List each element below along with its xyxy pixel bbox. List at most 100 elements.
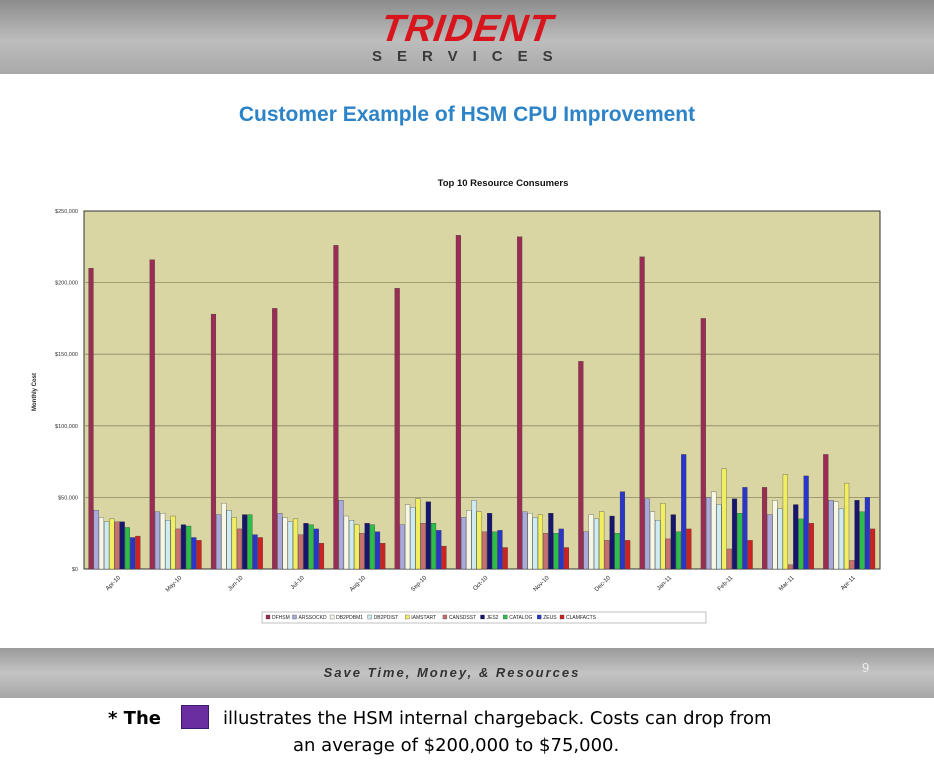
legend-label: JES2	[487, 615, 499, 621]
bar	[252, 534, 258, 570]
bar	[130, 537, 136, 570]
legend-label: DB2PDBM1	[336, 615, 363, 621]
bar	[124, 527, 130, 570]
bar	[838, 508, 844, 570]
bar	[292, 518, 299, 570]
bar	[98, 517, 104, 570]
bar	[803, 475, 809, 570]
bar	[154, 511, 160, 570]
bar	[257, 537, 263, 570]
bar	[318, 543, 325, 570]
slide-title: Customer Example of HSM CPU Improvement	[238, 103, 696, 126]
bar	[716, 504, 722, 570]
bar	[517, 236, 523, 570]
bar	[476, 511, 482, 570]
legend-label: IAMSTART	[411, 615, 436, 621]
bar	[593, 518, 600, 570]
bar	[236, 528, 243, 570]
legend-label: ZEUS	[543, 615, 557, 621]
legend-label: CLAMFACTS	[566, 615, 597, 621]
bar	[762, 487, 768, 570]
bar	[558, 528, 564, 570]
legend-swatch-icon	[180, 705, 209, 729]
legend-swatch	[559, 614, 565, 620]
bar	[466, 510, 472, 570]
bar	[527, 513, 533, 570]
x-tick-label: Oct-10	[472, 575, 489, 592]
legend-swatch	[537, 614, 542, 620]
x-tick-label: Apr-10	[105, 575, 122, 592]
bar	[338, 500, 344, 570]
bar	[502, 547, 508, 570]
bar	[793, 504, 799, 570]
x-tick-label: Dec-10	[594, 575, 612, 593]
bar	[374, 531, 381, 570]
bar	[481, 531, 487, 570]
page-number: 9	[862, 660, 870, 675]
bar	[242, 514, 248, 570]
bar	[226, 510, 232, 570]
slide-header: TRIDENT SERVICES	[0, 0, 934, 74]
bar	[665, 538, 671, 570]
slide-footer: Save Time, Money, & Resources 9	[0, 648, 934, 698]
bar	[737, 513, 743, 570]
legend-swatch	[442, 614, 448, 620]
bar	[135, 535, 141, 570]
legend-swatch	[265, 614, 271, 620]
note-line-1: illustrates the HSM internal chargeback.…	[222, 708, 772, 729]
bar	[639, 256, 645, 570]
bar	[583, 531, 589, 570]
legend-label: CATALOG	[509, 615, 532, 621]
legend: DFHSM ARSSOCKD DB2PDBM1 DB2PDIST IAMSTART CAN…	[261, 611, 707, 624]
bar	[788, 564, 794, 570]
legend-swatch	[367, 614, 372, 620]
bar	[394, 288, 400, 570]
y-tick-label: $200,000	[55, 281, 78, 287]
y-tick-label: $50,000	[58, 495, 78, 501]
bar	[272, 308, 278, 570]
bar	[777, 508, 783, 570]
bar	[864, 497, 870, 570]
y-axis-ticks: $0 $50,000 $100,000 $150,000 $200,000 $250,00…	[55, 209, 78, 573]
bar	[742, 487, 748, 570]
bar	[399, 524, 405, 570]
bar	[436, 530, 442, 570]
bar	[798, 518, 804, 570]
bar	[369, 524, 375, 570]
legend-swatch	[329, 614, 335, 620]
x-tick-label: Jul-10	[290, 575, 306, 591]
bar	[298, 534, 304, 570]
y-tick-label: $100,000	[55, 424, 78, 430]
bar	[119, 521, 125, 570]
bar	[114, 521, 120, 570]
bar	[619, 491, 626, 570]
bar	[247, 514, 253, 570]
bar	[563, 547, 569, 570]
bar	[461, 517, 467, 570]
bar	[93, 510, 99, 570]
x-tick-label: Jun-10	[227, 575, 245, 593]
bar	[870, 528, 876, 570]
bar	[175, 528, 181, 570]
bar	[210, 313, 217, 570]
bar	[833, 501, 839, 570]
bar	[303, 523, 309, 570]
bar	[782, 474, 788, 570]
bar	[405, 504, 411, 570]
bar	[425, 501, 431, 570]
y-tick-label: $0	[72, 567, 78, 573]
legend-label: DFHSM	[272, 615, 290, 621]
bar	[441, 545, 447, 570]
bar	[681, 454, 687, 570]
bar	[471, 500, 477, 570]
bar	[380, 543, 386, 570]
note-prefix: * The	[108, 708, 161, 729]
bar	[844, 482, 850, 570]
bar	[165, 520, 171, 570]
bar	[808, 523, 814, 570]
bar	[700, 318, 706, 570]
bar	[170, 515, 176, 570]
bar	[828, 500, 834, 570]
note-line-2: an average of $200,000 to $75,000.	[293, 735, 620, 756]
bar	[186, 525, 192, 570]
